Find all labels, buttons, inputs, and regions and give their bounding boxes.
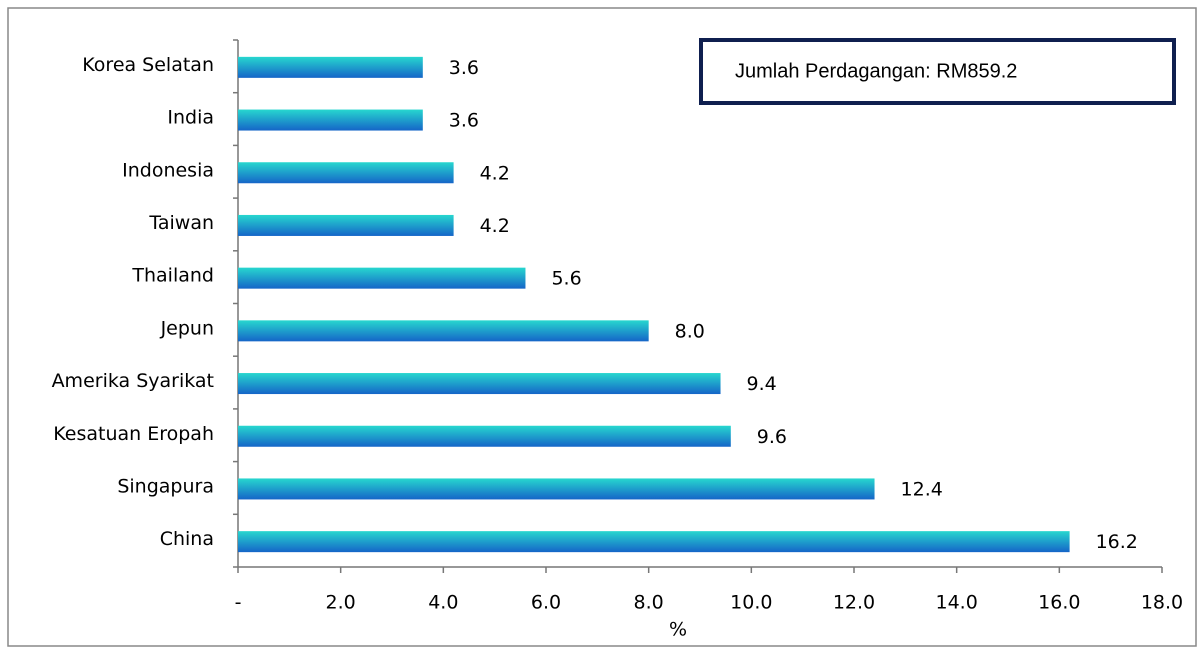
bar <box>238 478 875 500</box>
y-tick-label: Jepun <box>160 317 214 339</box>
y-tick-label: Amerika Syarikat <box>52 370 214 392</box>
x-tick-label: 2.0 <box>326 592 356 614</box>
value-label: 8.0 <box>675 320 705 342</box>
x-tick-label: 18.0 <box>1141 592 1183 614</box>
y-tick-label: Singapura <box>117 475 214 497</box>
x-axis-label: % <box>669 619 687 641</box>
y-tick-label: China <box>160 528 214 550</box>
annotation: Jumlah Perdagangan: RM859.2 <box>735 60 1017 82</box>
value-label: 3.6 <box>449 110 479 132</box>
y-tick-label: India <box>167 107 214 129</box>
value-label: 9.6 <box>757 426 787 448</box>
value-label: 4.2 <box>480 162 510 184</box>
value-label: 3.6 <box>449 57 479 79</box>
value-label: 12.4 <box>901 478 943 500</box>
x-tick-label: 14.0 <box>936 592 978 614</box>
y-tick-label: Thailand <box>131 265 214 287</box>
x-tick-label: 16.0 <box>1038 592 1080 614</box>
y-tick-label: Korea Selatan <box>82 54 214 76</box>
x-tick-label: 8.0 <box>634 592 664 614</box>
y-tick-label: Indonesia <box>122 159 214 181</box>
x-tick-label: 4.0 <box>428 592 458 614</box>
annotation-box <box>699 38 1176 105</box>
bar <box>238 56 423 78</box>
bar <box>238 214 454 236</box>
bar <box>238 373 721 395</box>
x-tick-label: - <box>235 592 242 614</box>
bar <box>238 267 526 289</box>
value-label: 4.2 <box>480 215 510 237</box>
y-tick-label: Kesatuan Eropah <box>53 423 214 445</box>
value-label: 9.4 <box>747 373 777 395</box>
value-label: 5.6 <box>551 268 581 290</box>
bar <box>238 162 454 184</box>
x-tick-label: 6.0 <box>531 592 561 614</box>
bar <box>238 531 1070 553</box>
x-tick-label: 10.0 <box>730 592 772 614</box>
bar <box>238 425 731 447</box>
bar <box>238 320 649 342</box>
value-label: 16.2 <box>1096 531 1138 553</box>
x-tick-label: 12.0 <box>833 592 875 614</box>
bar <box>238 109 423 131</box>
y-tick-label: Taiwan <box>148 212 214 234</box>
